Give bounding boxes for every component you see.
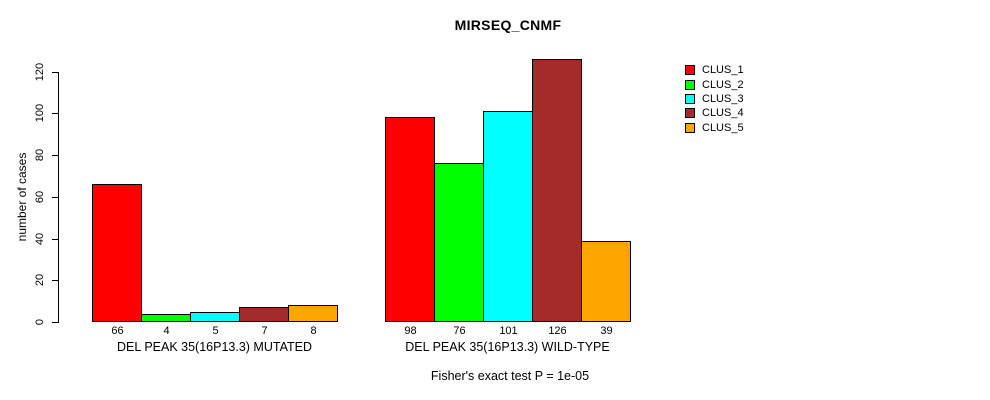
legend: CLUS_1 CLUS_2 CLUS_3 CLUS_4 CLUS_5 [685, 63, 744, 135]
y-axis-tick-label: 80 [34, 148, 46, 162]
legend-entry-clus-5: CLUS_5 [685, 121, 744, 135]
y-axis-tick-label: 0 [34, 318, 46, 326]
y-axis-tick [52, 280, 58, 282]
bar-value-label: 101 [499, 325, 518, 337]
bar-value-label: 7 [261, 325, 268, 337]
x-axis-group-label: DEL PEAK 35(16P13.3) MUTATED [117, 340, 312, 354]
legend-entry-label: CLUS_2 [702, 78, 744, 91]
legend-entry-label: CLUS_1 [702, 64, 744, 77]
y-axis-tick-label: 60 [34, 190, 46, 203]
bar-clus-5-group-1 [288, 305, 338, 322]
legend-entry-clus-1: CLUS_1 [685, 63, 744, 77]
legend-swatch-clus-3 [685, 93, 695, 104]
legend-swatch-clus-4 [685, 108, 695, 119]
legend-entry-clus-4: CLUS_4 [685, 106, 744, 120]
bar-clus-5-group-2 [581, 241, 631, 322]
bar-clus-1-group-1 [92, 184, 142, 322]
bar-value-label: 126 [548, 325, 567, 337]
y-axis-tick-label: 120 [34, 62, 46, 81]
y-axis-line [58, 71, 59, 323]
bar-value-label: 5 [212, 325, 219, 337]
y-axis-tick [52, 71, 58, 73]
bar-clus-2-group-1 [141, 314, 191, 322]
fisher-test-annotation: Fisher's exact test P = 1e-05 [430, 369, 590, 383]
legend-swatch-clus-5 [685, 122, 695, 133]
bar-clus-3-group-1 [190, 312, 240, 322]
chart-title: MIRSEQ_CNMF [454, 17, 562, 33]
y-axis-tick [52, 196, 58, 198]
legend-entry-label: CLUS_5 [702, 121, 744, 134]
bar-value-label: 39 [600, 325, 613, 337]
bar-value-label: 76 [453, 325, 466, 337]
legend-entry-clus-3: CLUS_3 [685, 92, 744, 106]
bar-value-label: 98 [404, 325, 417, 337]
bar-clus-4-group-1 [239, 307, 289, 322]
bar-value-label: 8 [310, 325, 317, 337]
y-axis-title: number of cases [15, 152, 29, 242]
bar-value-label: 66 [111, 325, 124, 337]
y-axis-tick [52, 238, 58, 240]
y-axis-tick-label: 100 [34, 104, 46, 123]
bar-clus-4-group-2 [532, 59, 582, 322]
y-axis-tick [52, 155, 58, 156]
bar-clus-1-group-2 [385, 117, 435, 322]
y-axis-tick-label: 40 [34, 232, 46, 245]
y-axis-tick-label: 20 [34, 274, 46, 287]
legend-swatch-clus-2 [685, 79, 695, 90]
bar-clus-2-group-2 [434, 163, 484, 322]
y-axis-tick [52, 113, 58, 115]
legend-entry-label: CLUS_3 [702, 92, 744, 105]
bar-clus-3-group-2 [483, 111, 533, 322]
y-axis-tick [52, 322, 58, 323]
bar-value-label: 4 [163, 325, 170, 337]
legend-swatch-clus-1 [685, 65, 695, 76]
x-axis-group-label: DEL PEAK 35(16P13.3) WILD-TYPE [405, 340, 610, 354]
legend-entry-label: CLUS_4 [702, 107, 744, 120]
legend-entry-clus-2: CLUS_2 [685, 77, 744, 91]
